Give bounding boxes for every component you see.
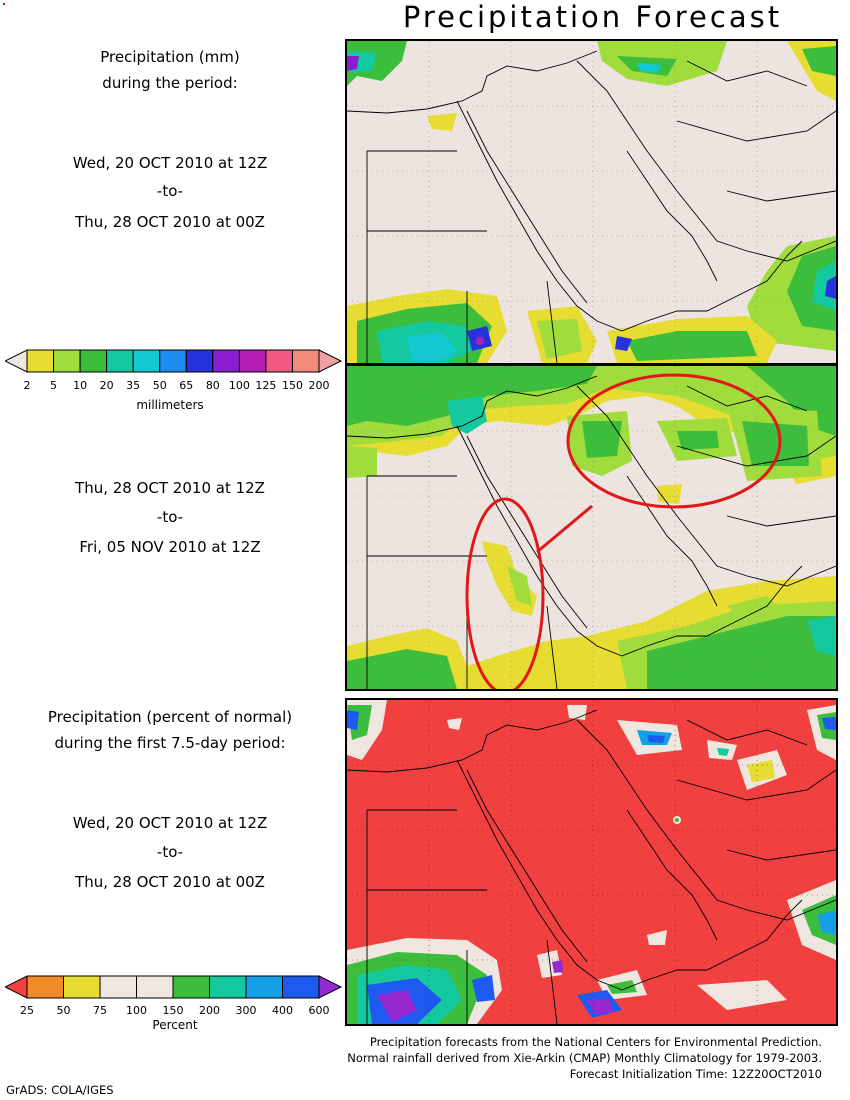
panel3-heading-line2: during the first 7.5-day period:: [54, 734, 286, 752]
mmbar-segment: [159, 349, 187, 373]
legend-tick-label: 50: [56, 1004, 71, 1017]
panel1-date-from: Wed, 20 OCT 2010 at 12Z: [72, 154, 268, 172]
pctbar-segment: [172, 975, 210, 999]
mmbar-segment: [291, 349, 320, 373]
panel2-date-from: Thu, 28 OCT 2010 at 12Z: [75, 479, 265, 497]
panel3-date-sep: -to-: [156, 843, 184, 861]
legend-tick-label: 65: [179, 379, 194, 392]
page-title: Precipitation Forecast: [402, 0, 783, 34]
pctbar-segment: [99, 975, 137, 999]
panel1-date-sep: -to-: [156, 182, 184, 200]
mmbar-segment: [53, 349, 81, 373]
legend-tick-label: 5: [50, 379, 58, 392]
panel3-date-from: Wed, 20 OCT 2010 at 12Z: [72, 814, 268, 832]
pctbar-arrow-high: [318, 975, 343, 999]
corner-mark: [3, 3, 5, 5]
pctbar-segment: [136, 975, 174, 999]
legend-tick-label: 75: [93, 1004, 107, 1017]
legend-tick-label: 300: [235, 1004, 257, 1017]
panel2-date-sep: -to-: [156, 508, 184, 526]
legend-tick-label: 600: [308, 1004, 330, 1017]
mmbar-segment: [79, 349, 108, 373]
footer-line3: Forecast Initialization Time: 12Z20OCT20…: [569, 1067, 822, 1081]
footer-line1: Precipitation forecasts from the Nationa…: [369, 1035, 822, 1049]
map-week1-precip: [345, 39, 838, 365]
legend-tick-label: 20: [99, 379, 114, 392]
legend-tick-label: 100: [228, 379, 250, 392]
legend-tick-label: 200: [199, 1004, 220, 1017]
legend-tick-label: 200: [308, 379, 330, 392]
mmbar-arrow-low: [5, 349, 28, 373]
grads-credit: GrADS: COLA/IGES: [6, 1083, 114, 1097]
footer-line2: Normal rainfall derived from Xie-Arkin (…: [347, 1051, 822, 1065]
mmbar-segment: [265, 349, 293, 373]
pctbar-segment: [26, 975, 64, 999]
mmbar-segment: [212, 349, 240, 373]
mmbar-arrow-high: [318, 349, 343, 373]
legend-tick-label: 125: [255, 379, 277, 392]
legend-tick-label: 400: [272, 1004, 293, 1017]
annotation-ellipses: [465, 373, 782, 689]
panel1-heading-line2: during the period:: [102, 74, 238, 92]
mmbar-segment: [238, 349, 267, 373]
mmbar-segment: [26, 349, 55, 373]
legend-tick-label: 150: [281, 379, 303, 392]
map-week2-precip: [345, 364, 838, 691]
panel3-date-to: Thu, 28 OCT 2010 at 00Z: [75, 873, 265, 891]
panel2-date-to: Fri, 05 NOV 2010 at 12Z: [79, 538, 261, 556]
mmbar-segment: [106, 349, 134, 373]
panel1-date-to: Thu, 28 OCT 2010 at 00Z: [75, 213, 265, 231]
percent-legend-unit: Percent: [152, 1018, 198, 1032]
legend-tick-label: 50: [152, 379, 167, 392]
mmbar-segment: [132, 349, 161, 373]
panel1-heading-line1: Precipitation (mm): [100, 48, 240, 66]
pctbar-segment: [245, 975, 283, 999]
legend-tick-label: 25: [20, 1004, 34, 1017]
panel3-heading-line1: Precipitation (percent of normal): [47, 708, 293, 726]
legend-tick-label: 80: [205, 379, 220, 392]
legend-tick-label: 150: [162, 1004, 184, 1017]
legend-tick-label: 35: [126, 379, 141, 392]
legend-tick-label: 2: [23, 379, 31, 392]
pctbar-arrow-low: [5, 975, 28, 999]
pctbar-segment: [209, 975, 247, 999]
legend-tick-label: 10: [73, 379, 88, 392]
legend-tick-label: 100: [126, 1004, 147, 1017]
map-percent-normal: [345, 698, 838, 1026]
mm-colorbar: [5, 349, 343, 373]
mmbar-segment: [185, 349, 214, 373]
pctbar-segment: [63, 975, 101, 999]
percent-colorbar: [5, 975, 343, 999]
pctbar-segment: [282, 975, 320, 999]
mm-legend-unit: millimeters: [136, 398, 204, 412]
